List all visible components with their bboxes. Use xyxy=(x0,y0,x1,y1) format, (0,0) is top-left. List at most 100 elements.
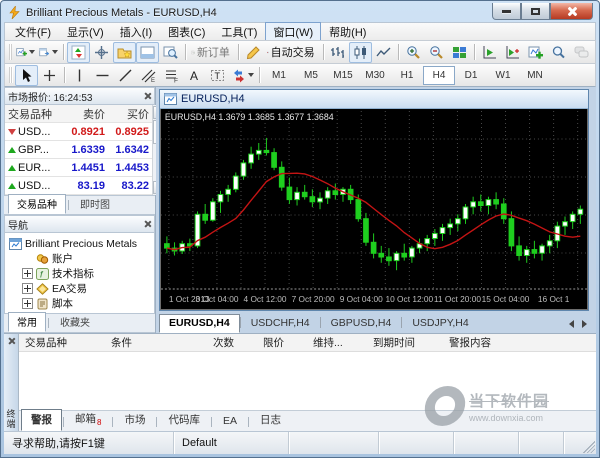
resize-grip[interactable] xyxy=(583,441,595,453)
profiles-button[interactable] xyxy=(37,42,60,63)
toolbar-grip[interactable] xyxy=(9,44,13,61)
terminal-column-5[interactable]: 到期时间 xyxy=(373,337,415,349)
terminal-tab-3[interactable]: 代码库 xyxy=(168,414,200,426)
terminal-column-3[interactable]: 限价 xyxy=(263,337,284,349)
zoom-in-button[interactable] xyxy=(402,42,425,63)
market-watch-tab-1[interactable]: 即时图 xyxy=(80,200,110,211)
candlestick-chart-button[interactable] xyxy=(349,41,373,63)
terminal-tab-4[interactable]: EA xyxy=(222,415,237,427)
column-symbol[interactable]: 交易品种 xyxy=(8,108,52,121)
terminal-tab-2[interactable]: 市场 xyxy=(124,414,146,426)
menu-item-1[interactable]: 显示(V) xyxy=(67,26,104,39)
chart-tab-0[interactable]: EURUSD,H4 xyxy=(159,314,240,333)
terminal-column-4[interactable]: 维持... xyxy=(313,337,343,349)
navigator-item-3[interactable]: 脚本 xyxy=(9,296,154,311)
metaeditor-button[interactable] xyxy=(242,42,265,63)
chart-canvas[interactable]: 1 Oct 2013 3 Oct 04:00 4 Oct 12:00 7 Oct 20… xyxy=(160,109,588,310)
chart-window-titlebar[interactable]: EURUSD,H4 xyxy=(160,90,588,109)
crosshair-tool[interactable] xyxy=(38,65,61,86)
navigator-root[interactable]: Brilliant Precious Metals xyxy=(9,236,154,251)
expand-plus-icon[interactable] xyxy=(22,298,33,309)
tester-step-button[interactable] xyxy=(501,42,524,63)
bar-chart-button[interactable] xyxy=(326,42,349,63)
terminal-tab-1[interactable]: 邮箱8 xyxy=(75,412,102,427)
navigator-item-1[interactable]: f 技术指标 xyxy=(9,266,154,281)
timeframe-w1[interactable]: W1 xyxy=(495,69,511,81)
strategy-tester-button[interactable] xyxy=(159,42,182,63)
terminal-column-0[interactable]: 交易品种 xyxy=(25,337,67,349)
terminal-tab-0[interactable]: 警报 xyxy=(21,409,62,431)
terminal-column-2[interactable]: 次数 xyxy=(213,337,234,349)
navigator-tab-1[interactable]: 收藏夹 xyxy=(60,318,90,329)
scroll-left-icon[interactable] xyxy=(569,320,574,328)
expand-plus-icon[interactable] xyxy=(22,268,33,279)
close-icon[interactable] xyxy=(143,220,151,228)
menu-item-6[interactable]: 帮助(H) xyxy=(329,26,367,39)
column-bid[interactable]: 卖价 xyxy=(83,108,105,121)
vertical-line-tool[interactable] xyxy=(68,65,91,86)
navigator-item-2[interactable]: EA交易 xyxy=(9,281,154,296)
minimize-button[interactable] xyxy=(492,3,521,21)
timeframe-h1[interactable]: H1 xyxy=(400,69,414,81)
menu-item-2[interactable]: 插入(I) xyxy=(119,26,153,39)
tile-windows-button[interactable] xyxy=(448,42,471,63)
menu-item-3[interactable]: 图表(C) xyxy=(168,26,206,39)
navigator-toggle[interactable] xyxy=(112,41,136,63)
scroll-right-icon[interactable] xyxy=(582,320,587,328)
timeframe-m5[interactable]: M5 xyxy=(304,69,318,81)
terminal-toggle[interactable] xyxy=(135,41,159,63)
menu-item-0[interactable]: 文件(F) xyxy=(15,26,52,39)
zoom-out-button[interactable] xyxy=(425,42,448,63)
menu-item-5[interactable]: 窗口(W) xyxy=(265,21,322,42)
timeframe-d1[interactable]: D1 xyxy=(464,69,478,81)
search-button[interactable] xyxy=(547,42,570,63)
close-button[interactable] xyxy=(550,3,593,21)
menu-item-4[interactable]: 工具(T) xyxy=(221,26,258,39)
trendline-tool[interactable] xyxy=(114,65,137,86)
navigator-tab-0[interactable]: 常用 xyxy=(8,312,46,332)
chart-window[interactable]: EURUSD,H4 1 Oct 2013 3 Oct 04:00 4 Oct 12:… xyxy=(159,89,589,311)
timeframe-m1[interactable]: M1 xyxy=(272,69,286,81)
terminal-body[interactable] xyxy=(19,352,596,410)
status-profile[interactable]: Default xyxy=(174,432,289,454)
chart-tab-3[interactable]: USDJPY,H4 xyxy=(412,317,469,329)
close-icon[interactable] xyxy=(143,92,151,100)
line-chart-button[interactable] xyxy=(372,42,395,63)
cursor-tool[interactable] xyxy=(15,64,38,86)
fibonacci-tool[interactable]: F xyxy=(160,65,183,86)
terminal-column-6[interactable]: 警报内容 xyxy=(449,337,491,349)
market-watch-tab-0[interactable]: 交易品种 xyxy=(8,194,66,214)
navigator-header[interactable]: 导航 xyxy=(4,215,155,233)
tester-play-button[interactable] xyxy=(478,42,501,63)
new-order-button[interactable]: 新订单 xyxy=(189,42,235,63)
timeframe-m15[interactable]: M15 xyxy=(333,69,353,81)
toolbar-grip[interactable] xyxy=(9,67,13,84)
terminal-tab-5[interactable]: 日志 xyxy=(259,414,281,426)
channel-tool[interactable]: E xyxy=(137,65,160,86)
text-label-tool[interactable]: T xyxy=(206,65,229,86)
market-watch-row[interactable]: USD... 83.19 83.22 xyxy=(5,177,152,195)
timeframe-h4[interactable]: H4 xyxy=(423,65,455,85)
chart-tab-1[interactable]: USDCHF,H4 xyxy=(250,317,310,329)
expand-plus-icon[interactable] xyxy=(22,283,33,294)
arrows-tool[interactable] xyxy=(229,65,256,86)
autotrading-button[interactable]: 自动交易 xyxy=(265,42,320,63)
horizontal-line-tool[interactable] xyxy=(91,65,114,86)
data-window-button[interactable] xyxy=(90,42,113,63)
market-watch-row[interactable]: USD... 0.8921 0.8925 xyxy=(5,123,152,141)
chart-tab-2[interactable]: GBPUSD,H4 xyxy=(330,317,392,329)
timeframe-mn[interactable]: MN xyxy=(527,69,543,81)
terminal-column-1[interactable]: 条件 xyxy=(111,337,132,349)
column-ask[interactable]: 买价 xyxy=(127,108,149,121)
market-watch-toggle[interactable] xyxy=(66,41,90,63)
community-button[interactable] xyxy=(570,42,593,63)
new-chart-button[interactable] xyxy=(14,42,37,63)
timeframe-m30[interactable]: M30 xyxy=(365,69,385,81)
close-icon[interactable] xyxy=(7,337,15,345)
add-indicator-button[interactable] xyxy=(524,42,547,63)
market-watch-row[interactable]: EUR... 1.4451 1.4453 xyxy=(5,159,152,177)
text-tool[interactable]: A xyxy=(183,65,206,86)
market-watch-header[interactable]: 市场报价: 16:24:53 xyxy=(4,87,155,105)
market-watch-row[interactable]: GBP... 1.6339 1.6342 xyxy=(5,141,152,159)
navigator-item-0[interactable]: 账户 xyxy=(9,251,154,266)
